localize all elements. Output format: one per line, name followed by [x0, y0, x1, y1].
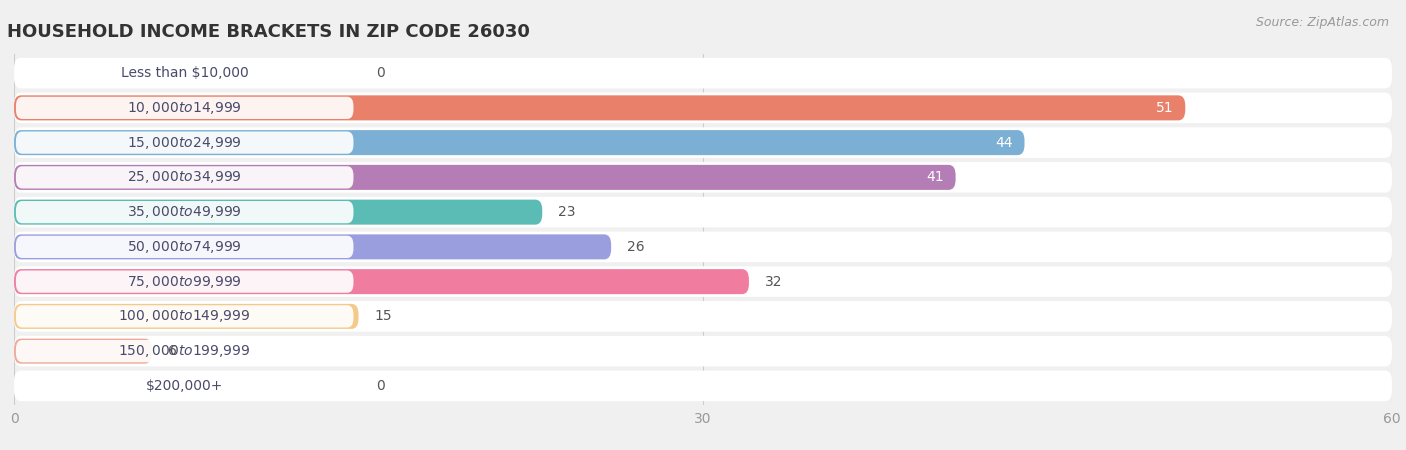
FancyBboxPatch shape	[14, 165, 956, 190]
Text: $25,000 to $34,999: $25,000 to $34,999	[128, 169, 242, 185]
FancyBboxPatch shape	[15, 97, 353, 119]
FancyBboxPatch shape	[15, 236, 353, 258]
FancyBboxPatch shape	[15, 305, 353, 328]
FancyBboxPatch shape	[15, 375, 353, 397]
Text: 41: 41	[927, 171, 945, 184]
FancyBboxPatch shape	[14, 95, 1185, 121]
FancyBboxPatch shape	[14, 304, 359, 329]
FancyBboxPatch shape	[14, 336, 1392, 366]
FancyBboxPatch shape	[14, 269, 749, 294]
Text: Less than $10,000: Less than $10,000	[121, 66, 249, 80]
FancyBboxPatch shape	[14, 130, 1025, 155]
Text: 6: 6	[167, 344, 177, 358]
Text: Source: ZipAtlas.com: Source: ZipAtlas.com	[1256, 16, 1389, 29]
FancyBboxPatch shape	[15, 340, 353, 362]
FancyBboxPatch shape	[14, 58, 1392, 88]
Text: 51: 51	[1156, 101, 1174, 115]
Text: 23: 23	[558, 205, 576, 219]
FancyBboxPatch shape	[14, 232, 1392, 262]
Text: $150,000 to $199,999: $150,000 to $199,999	[118, 343, 250, 359]
FancyBboxPatch shape	[14, 162, 1392, 193]
FancyBboxPatch shape	[15, 62, 353, 84]
FancyBboxPatch shape	[15, 131, 353, 154]
FancyBboxPatch shape	[14, 266, 1392, 297]
FancyBboxPatch shape	[14, 371, 1392, 401]
Text: $50,000 to $74,999: $50,000 to $74,999	[128, 239, 242, 255]
Text: $100,000 to $149,999: $100,000 to $149,999	[118, 308, 250, 324]
Text: 0: 0	[377, 379, 385, 393]
Text: 32: 32	[765, 274, 783, 288]
Text: HOUSEHOLD INCOME BRACKETS IN ZIP CODE 26030: HOUSEHOLD INCOME BRACKETS IN ZIP CODE 26…	[7, 23, 530, 41]
FancyBboxPatch shape	[14, 200, 543, 225]
Text: 26: 26	[627, 240, 645, 254]
Text: 0: 0	[377, 66, 385, 80]
FancyBboxPatch shape	[14, 301, 1392, 332]
FancyBboxPatch shape	[14, 234, 612, 259]
Text: $75,000 to $99,999: $75,000 to $99,999	[128, 274, 242, 290]
FancyBboxPatch shape	[14, 338, 152, 364]
FancyBboxPatch shape	[15, 166, 353, 189]
FancyBboxPatch shape	[15, 201, 353, 223]
Text: 44: 44	[995, 135, 1012, 149]
FancyBboxPatch shape	[14, 127, 1392, 158]
Text: $10,000 to $14,999: $10,000 to $14,999	[128, 100, 242, 116]
FancyBboxPatch shape	[14, 93, 1392, 123]
Text: 15: 15	[374, 310, 392, 324]
Text: $35,000 to $49,999: $35,000 to $49,999	[128, 204, 242, 220]
Text: $200,000+: $200,000+	[146, 379, 224, 393]
FancyBboxPatch shape	[14, 197, 1392, 227]
FancyBboxPatch shape	[15, 270, 353, 293]
Text: $15,000 to $24,999: $15,000 to $24,999	[128, 135, 242, 151]
